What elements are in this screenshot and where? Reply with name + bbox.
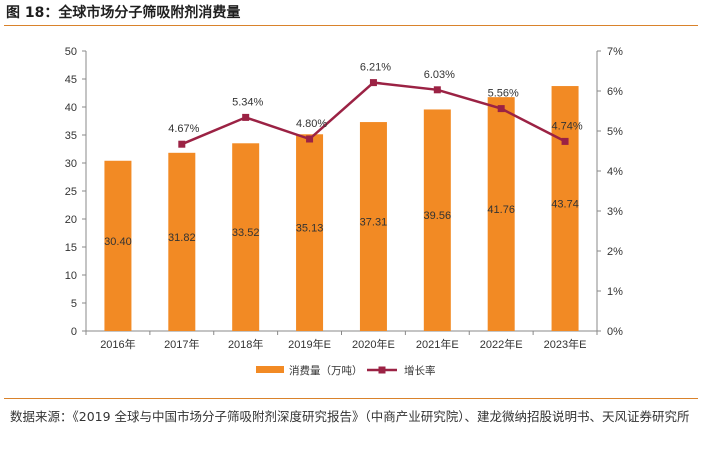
y-right-tick-label: 2% [607, 246, 623, 258]
growth-point [497, 105, 505, 113]
y-left-tick-label: 40 [65, 102, 77, 114]
top-divider [4, 25, 698, 26]
bar [296, 134, 324, 331]
bar [232, 143, 260, 331]
y-left-tick-label: 5 [71, 298, 77, 310]
bar-data-label: 30.40 [104, 236, 132, 248]
x-tick-label: 2023年E [544, 337, 587, 351]
growth-point [242, 113, 250, 121]
growth-data-label: 5.34% [232, 96, 263, 108]
bar-data-labels: 30.40 31.82 33.52 35.13 37.31 39.56 41.76 43.74 [104, 198, 579, 247]
line-data-labels: 4.67% 5.34% 4.80% 6.21% 6.03% 5.56% 4.74% [168, 62, 583, 136]
axes: 0 5 10 15 20 25 30 35 40 45 50 0% 1% 2% 3% 4% 5% 6% 7% [65, 46, 623, 338]
growth-data-label: 5.56% [488, 88, 519, 100]
legend-swatch-marker [378, 366, 386, 374]
y-right-tick-label: 3% [607, 206, 623, 218]
bar-data-label: 35.13 [296, 223, 324, 235]
source-note: 数据来源：《2019 全球与中国市场分子筛吸附剂深度研究报告》（中商产业研究院）… [10, 409, 690, 424]
growth-point [306, 135, 314, 143]
bottom-divider [4, 398, 698, 399]
legend-label-line: 增长率 [404, 364, 436, 377]
growth-data-label: 6.03% [424, 69, 455, 81]
y-right-tick-label: 0% [607, 326, 623, 338]
y-left-tick-label: 50 [65, 46, 77, 58]
figure-title: 图 18：全球市场分子筛吸附剂消费量 [6, 5, 241, 21]
bar [104, 160, 132, 331]
x-tick-labels: 2016年 2017年 2018年 2019年E 2020年E 2021年E 2022年E 2… [100, 337, 586, 351]
y-right-tick-label: 1% [607, 286, 623, 298]
bar-data-label: 37.31 [360, 216, 388, 228]
x-tick-label: 2016年 [100, 337, 135, 351]
growth-point [369, 79, 377, 87]
y-left-tick-label: 15 [65, 242, 77, 254]
bar [168, 152, 196, 331]
x-tick-label: 2017年 [164, 337, 199, 351]
x-tick-label: 2021年E [416, 337, 459, 351]
y-left-tick-label: 35 [65, 130, 77, 142]
y-left-tick-label: 25 [65, 186, 77, 198]
growth-point [178, 140, 186, 148]
y-right-tick-label: 6% [607, 86, 623, 98]
growth-point [433, 86, 441, 94]
x-tick-label: 2018年 [228, 337, 263, 351]
bar-data-label: 33.52 [232, 227, 260, 239]
bar-data-label: 31.82 [168, 232, 196, 244]
bar-series [104, 86, 579, 332]
y-left-tick-label: 20 [65, 214, 77, 226]
legend-swatch-bar [256, 366, 284, 373]
bar-data-label: 43.74 [551, 198, 579, 210]
bar-data-label: 39.56 [424, 210, 452, 222]
x-tick-label: 2022年E [480, 337, 523, 351]
y-left-tick-label: 45 [65, 74, 77, 86]
x-tick-label: 2020年E [352, 337, 395, 351]
growth-data-label: 4.80% [296, 118, 327, 130]
growth-data-label: 4.67% [168, 123, 199, 135]
chart: 0 5 10 15 20 25 30 35 40 45 50 0% 1% 2% 3% 4% 5% 6% 7% 30.… [65, 46, 623, 377]
legend-label-bar: 消费量（万吨） [289, 364, 363, 377]
bar [359, 122, 387, 332]
line-series [178, 79, 569, 148]
y-left-tick-label: 30 [65, 158, 77, 170]
bar [487, 97, 515, 331]
y-right-tick-label: 4% [607, 166, 623, 178]
bar-data-label: 41.76 [487, 204, 515, 216]
bar [423, 109, 451, 332]
y-right-tick-label: 7% [607, 46, 623, 58]
growth-data-label: 4.74% [551, 120, 582, 132]
legend: 消费量（万吨） 增长率 [256, 364, 436, 377]
y-left-tick-label: 10 [65, 270, 77, 282]
growth-point [561, 137, 569, 145]
x-tick-label: 2019年E [288, 337, 331, 351]
bar [551, 86, 579, 331]
y-right-tick-label: 5% [607, 126, 623, 138]
growth-data-label: 6.21% [360, 62, 391, 74]
y-left-tick-label: 0 [71, 326, 77, 338]
